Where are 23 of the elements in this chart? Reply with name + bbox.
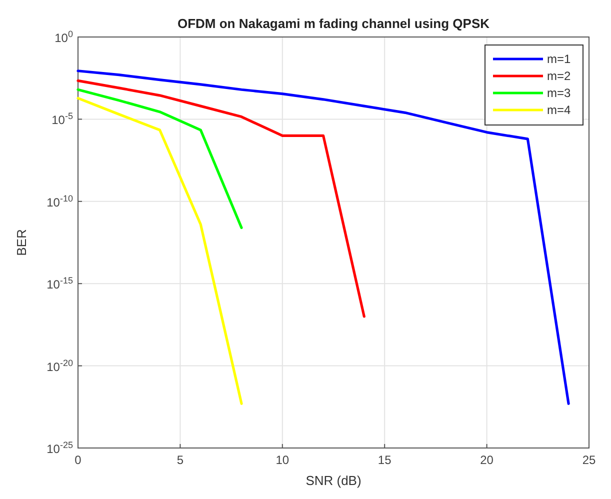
y-tick-label: 10$^{-20}$: [46, 358, 73, 374]
x-tick-label: 25: [582, 453, 596, 467]
x-tick-label: 20: [480, 453, 494, 467]
y-axis-title: BER: [14, 229, 29, 256]
x-tick-label: 15: [378, 453, 392, 467]
x-axis-title: SNR (dB): [306, 473, 362, 488]
chart-title: OFDM on Nakagami m fading channel using QPSK: [177, 16, 490, 31]
line-series: [76, 96, 243, 405]
legend-label: m=2: [547, 69, 572, 83]
y-tick-label: 10$^{0}$: [54, 29, 73, 45]
y-tick-label: 10$^{-25}$: [46, 440, 73, 456]
legend-label: m=4: [547, 103, 572, 117]
legend-label: m=1: [547, 52, 572, 66]
x-tick-label: 5: [176, 453, 184, 467]
x-tick-label: 0: [74, 453, 82, 467]
y-tick-label: 10$^{-10}$: [46, 193, 73, 210]
y-tick-label: 10$^{-5}$: [52, 111, 73, 128]
y-tick-label: 10$^{-15}$: [46, 276, 73, 292]
line-series: [76, 88, 243, 230]
x-tick-label: 10: [276, 453, 290, 467]
line-series: [76, 70, 570, 405]
line-series: [76, 79, 366, 318]
legend-label: m=3: [547, 86, 572, 100]
